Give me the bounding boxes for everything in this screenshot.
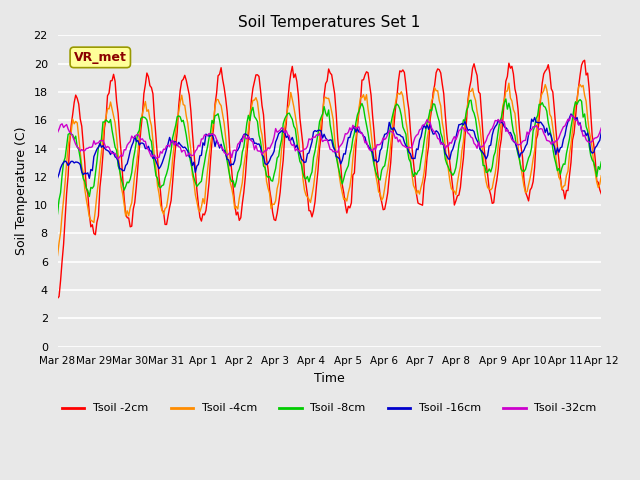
Y-axis label: Soil Temperature (C): Soil Temperature (C) bbox=[15, 127, 28, 255]
Title: Soil Temperatures Set 1: Soil Temperatures Set 1 bbox=[238, 15, 420, 30]
Legend: Tsoil -2cm, Tsoil -4cm, Tsoil -8cm, Tsoil -16cm, Tsoil -32cm: Tsoil -2cm, Tsoil -4cm, Tsoil -8cm, Tsoi… bbox=[58, 399, 601, 418]
X-axis label: Time: Time bbox=[314, 372, 345, 385]
Text: VR_met: VR_met bbox=[74, 51, 127, 64]
